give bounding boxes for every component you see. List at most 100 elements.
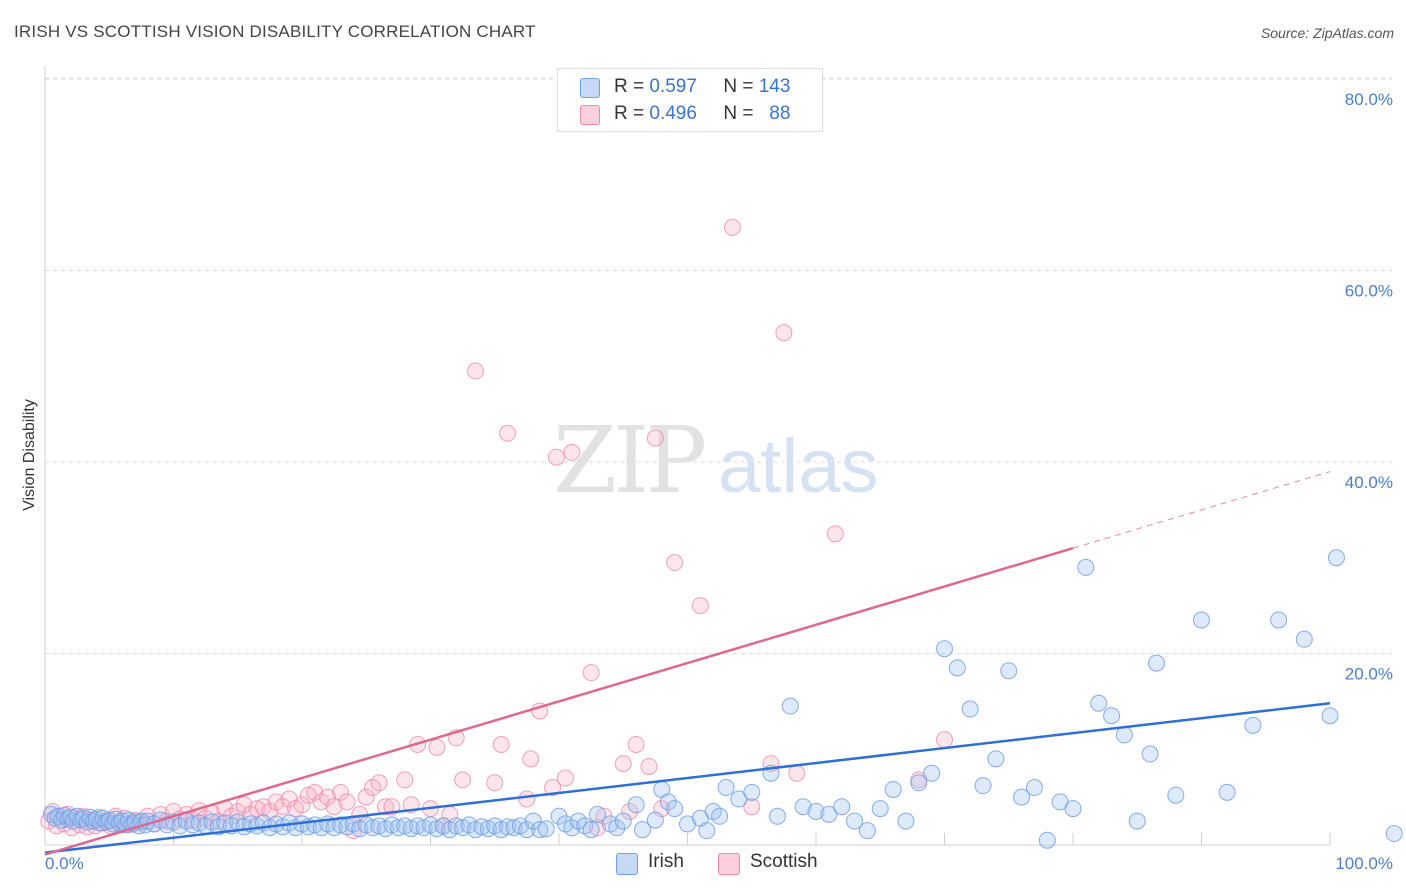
irish-point xyxy=(627,796,645,814)
irish-point xyxy=(846,812,864,830)
irish-point xyxy=(1148,654,1166,672)
scottish-point xyxy=(319,788,337,806)
irish-point xyxy=(936,640,953,658)
legend-n-label: N = xyxy=(723,76,754,97)
scottish-trendline xyxy=(44,546,1074,856)
scottish-point xyxy=(248,800,266,818)
bottom-legend-swatch-scottish xyxy=(718,853,740,875)
irish-point xyxy=(184,816,202,834)
watermark-atlas: atlas xyxy=(718,424,879,509)
scottish-point xyxy=(646,429,664,447)
irish-point xyxy=(884,780,902,798)
legend-n-value: 88 xyxy=(769,103,791,124)
scottish-point xyxy=(454,771,472,789)
irish-point xyxy=(768,807,786,825)
irish-point xyxy=(589,805,607,823)
irish-point xyxy=(711,807,729,825)
irish-point xyxy=(858,822,876,840)
irish-point xyxy=(505,819,523,837)
scottish-points xyxy=(40,218,953,840)
scottish-point xyxy=(640,757,658,775)
irish-point xyxy=(614,812,632,830)
irish-trendline xyxy=(44,702,1331,854)
scottish-point xyxy=(614,755,632,773)
scottish-point xyxy=(338,793,356,811)
irish-point xyxy=(473,818,491,836)
scottish-point xyxy=(936,731,953,749)
chart-source: Source: ZipAtlas.com xyxy=(1260,25,1394,41)
scottish-point xyxy=(723,218,741,236)
scottish-point xyxy=(556,769,574,787)
irish-point xyxy=(1270,611,1288,629)
irish-point xyxy=(698,822,716,840)
irish-point xyxy=(1013,788,1031,806)
irish-point xyxy=(1000,662,1018,680)
legend-swatch-scottish xyxy=(580,105,600,125)
irish-point xyxy=(537,820,555,838)
irish-point xyxy=(389,819,407,837)
gridlines xyxy=(45,77,1392,654)
legend-r-value: 0.597 xyxy=(649,76,697,97)
scottish-point xyxy=(377,798,395,816)
irish-point xyxy=(948,659,966,677)
irish-point xyxy=(634,821,652,839)
scottish-point xyxy=(293,796,311,814)
y-tick-label-40: 40.0% xyxy=(1345,473,1393,492)
scottish-point xyxy=(396,771,414,789)
irish-point xyxy=(499,818,517,836)
irish-point xyxy=(332,816,350,834)
scottish-point xyxy=(325,798,343,816)
scottish-point xyxy=(627,735,645,753)
scottish-point xyxy=(486,774,504,792)
irish-point xyxy=(1025,779,1043,797)
irish-point xyxy=(833,798,851,816)
scottish-point xyxy=(743,798,761,816)
irish-point xyxy=(409,817,427,835)
stats-legend: R = 0.597 N = 143 R = 0.496 N = 88 xyxy=(557,68,823,132)
scottish-point xyxy=(522,750,540,768)
bottom-legend-swatch-irish xyxy=(616,853,638,875)
legend-r-label: R = xyxy=(614,76,645,97)
irish-point xyxy=(1103,707,1121,725)
scottish-point xyxy=(235,796,253,814)
scottish-point xyxy=(826,525,844,543)
irish-point xyxy=(987,750,1005,768)
trendlines xyxy=(44,471,1331,856)
irish-point xyxy=(1295,630,1313,648)
y-tick-label-80: 80.0% xyxy=(1345,90,1393,109)
scottish-point xyxy=(428,738,446,756)
irish-point xyxy=(717,779,735,797)
irish-point xyxy=(666,800,684,818)
irish-point xyxy=(897,812,915,830)
irish-points xyxy=(42,549,1403,849)
irish-point xyxy=(447,817,465,835)
scottish-point xyxy=(306,783,324,801)
irish-point xyxy=(1385,825,1403,843)
scottish-point xyxy=(499,424,517,442)
scottish-point xyxy=(547,448,565,466)
scottish-point xyxy=(691,597,709,615)
irish-point xyxy=(781,697,799,715)
scottish-point xyxy=(357,788,375,806)
x-tick-label-max: 100.0% xyxy=(1335,854,1393,873)
watermark: ZIP atlas xyxy=(553,407,879,514)
irish-point xyxy=(1193,611,1210,629)
irish-point xyxy=(1064,800,1082,818)
irish-point xyxy=(807,802,825,820)
irish-point xyxy=(1327,549,1345,567)
legend-n-label: N = xyxy=(723,103,754,124)
irish-point xyxy=(1244,716,1262,734)
irish-point xyxy=(1090,694,1108,712)
irish-point xyxy=(974,777,992,795)
bottom-legend-label-scottish: Scottish xyxy=(750,851,818,872)
irish-point xyxy=(582,821,600,839)
scottish-point xyxy=(666,554,684,572)
irish-point xyxy=(1115,726,1133,744)
y-tick-label-60: 60.0% xyxy=(1345,282,1393,301)
irish-point xyxy=(871,800,889,818)
irish-point xyxy=(1077,558,1095,576)
irish-point xyxy=(923,764,941,782)
x-tick-label-min: 0.0% xyxy=(45,854,84,873)
irish-point xyxy=(608,819,626,837)
